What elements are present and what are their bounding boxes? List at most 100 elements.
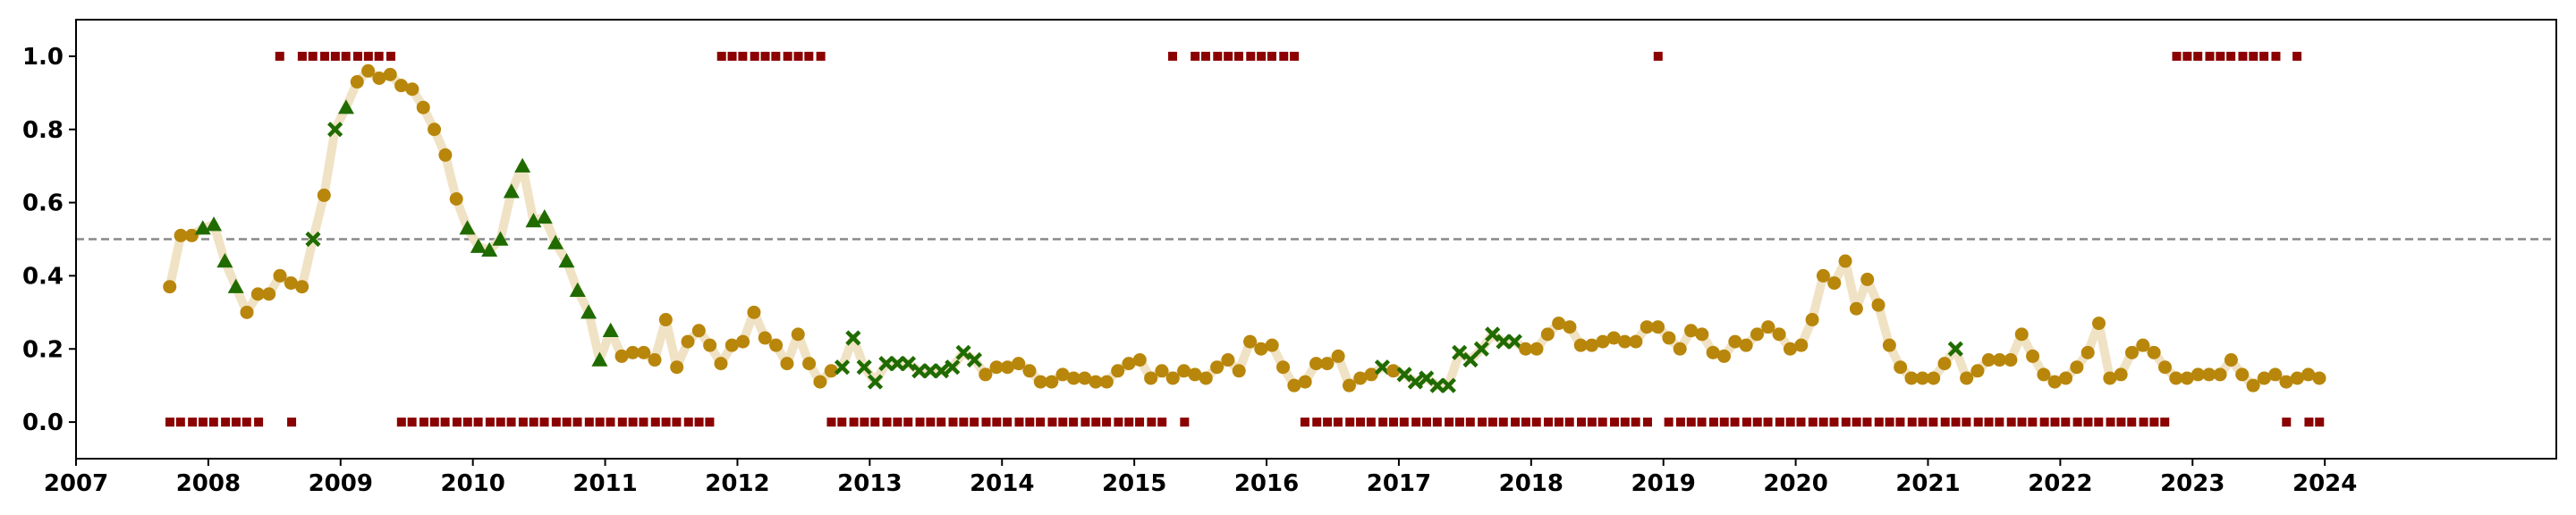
probability-triangle-marker — [525, 213, 542, 228]
probability-circle-marker — [637, 345, 651, 359]
observed-square-marker — [1421, 418, 1431, 427]
observed-square-marker — [1345, 418, 1355, 427]
probability-circle-marker — [2213, 367, 2227, 382]
probability-circle-marker — [1750, 327, 1764, 342]
observed-square-marker — [672, 418, 682, 427]
probability-triangle-marker — [459, 220, 476, 235]
observed-square-marker — [1697, 418, 1707, 427]
observed-square-marker — [2094, 418, 2104, 427]
observed-square-marker — [1973, 418, 1983, 427]
observed-square-marker — [2160, 418, 2170, 427]
probability-circle-marker — [2114, 367, 2128, 382]
observed-square-marker — [870, 418, 880, 427]
x-tick-label: 2007 — [44, 470, 108, 497]
probability-circle-marker — [2070, 360, 2084, 375]
probability-circle-marker — [2290, 371, 2304, 385]
observed-square-marker — [1147, 418, 1157, 427]
observed-square-marker — [1036, 418, 1046, 427]
probability-triangle-marker — [580, 304, 597, 319]
observed-square-marker — [1995, 418, 2004, 427]
probability-circle-marker — [2037, 367, 2051, 382]
observed-square-marker — [716, 51, 726, 61]
observed-square-marker — [1852, 418, 1861, 427]
probability-cross-marker — [1440, 377, 1456, 393]
observed-square-marker — [1246, 51, 1256, 61]
x-tick-label: 2016 — [1234, 470, 1299, 497]
observed-square-marker — [727, 51, 737, 61]
probability-circle-marker — [317, 188, 331, 202]
probability-circle-marker — [2190, 367, 2205, 382]
observed-square-marker — [1025, 418, 1035, 427]
observed-square-marker — [396, 418, 406, 427]
observed-square-marker — [816, 51, 826, 61]
observed-square-marker — [485, 418, 495, 427]
observed-square-marker — [562, 418, 572, 427]
observed-square-marker — [2238, 51, 2248, 61]
observed-square-marker — [1366, 418, 1376, 427]
observed-square-marker — [341, 51, 351, 61]
y-tick-label: 0.2 — [22, 336, 64, 363]
observed-square-marker — [208, 418, 218, 427]
probability-circle-marker — [1165, 371, 1180, 385]
probability-circle-marker — [2004, 353, 2018, 367]
observed-square-marker — [1233, 51, 1243, 61]
y-tick-label: 0.4 — [22, 263, 64, 290]
observed-square-marker — [1454, 418, 1464, 427]
x-tick-label: 2013 — [837, 470, 902, 497]
observed-square-marker — [1951, 418, 1961, 427]
y-tick-label: 1.0 — [22, 44, 64, 71]
observed-square-marker — [771, 51, 781, 61]
observed-square-marker — [860, 418, 869, 427]
probability-circle-marker — [240, 305, 254, 319]
x-tick-label: 2010 — [440, 470, 504, 497]
probability-cross-marker — [856, 359, 872, 376]
observed-square-marker — [231, 418, 241, 427]
observed-square-marker — [539, 418, 549, 427]
probability-triangle-marker — [337, 99, 354, 114]
probability-circle-marker — [2026, 349, 2040, 363]
observed-square-marker — [1191, 51, 1200, 61]
observed-square-marker — [353, 51, 363, 61]
probability-circle-marker — [2157, 360, 2172, 375]
observed-square-marker — [2139, 418, 2148, 427]
x-tick-label: 2023 — [2160, 470, 2224, 497]
probability-circle-marker — [1111, 364, 1125, 378]
observed-square-marker — [1124, 418, 1134, 427]
observed-square-marker — [1213, 51, 1223, 61]
x-tick-label: 2017 — [1367, 470, 1431, 497]
probability-circle-marker — [1298, 375, 1312, 389]
observed-square-marker — [1531, 418, 1541, 427]
probability-circle-marker — [405, 82, 419, 97]
probability-circle-marker — [1816, 268, 1830, 283]
x-tick-label: 2011 — [572, 470, 637, 497]
observed-square-marker — [2182, 51, 2192, 61]
probability-circle-marker — [1573, 338, 1588, 352]
probability-triangle-marker — [569, 282, 586, 297]
observed-square-marker — [2226, 51, 2236, 61]
observed-square-marker — [175, 418, 185, 427]
observed-square-marker — [1399, 418, 1409, 427]
observed-square-marker — [639, 418, 648, 427]
observed-square-marker — [1730, 418, 1740, 427]
probability-circle-marker — [1078, 371, 1092, 385]
observed-square-marker — [837, 418, 847, 427]
axes-layer — [75, 19, 2557, 460]
probability-circle-marker — [1045, 375, 1059, 389]
observed-square-marker — [2083, 418, 2093, 427]
probability-triangle-marker — [514, 157, 531, 173]
observed-square-marker — [1487, 418, 1497, 427]
observed-square-marker — [1928, 418, 1938, 427]
observed-square-marker — [254, 418, 264, 427]
probability-triangle-marker — [602, 322, 619, 337]
x-tick-label: 2022 — [2028, 470, 2092, 497]
observed-square-marker — [1356, 418, 1366, 427]
observed-square-marker — [496, 418, 505, 427]
observed-square-marker — [572, 418, 582, 427]
observed-square-marker — [188, 418, 198, 427]
probability-circle-marker — [2080, 345, 2095, 359]
observed-square-marker — [308, 51, 318, 61]
observed-square-marker — [1389, 418, 1399, 427]
observed-square-marker — [1675, 418, 1685, 427]
probability-circle-marker — [1772, 327, 1786, 342]
probability-circle-marker — [1012, 357, 1026, 371]
